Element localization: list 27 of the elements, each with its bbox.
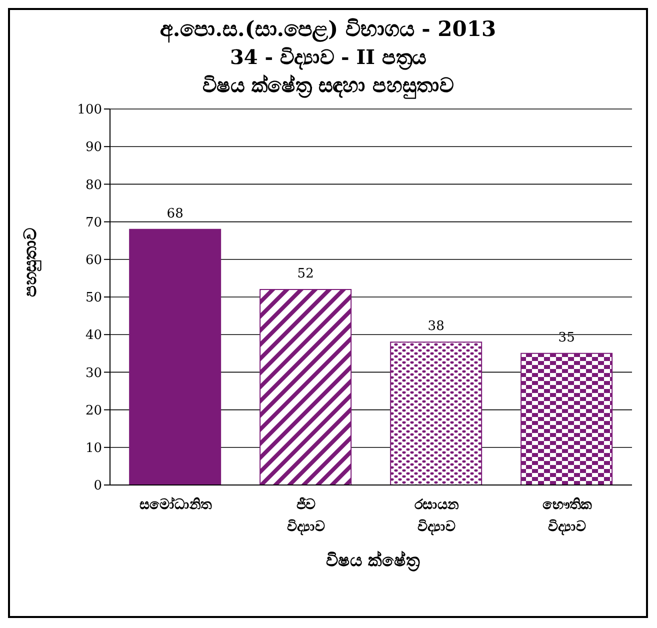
x-tick-label: සමෝධානිත (139, 496, 212, 513)
x-axis-title: විෂය ක්ෂේත්‍ර (325, 550, 421, 574)
x-tick-label: ජීව විද්‍යාව (286, 496, 325, 536)
chart-subtitle: 34 - විද්‍යාව - II පත්‍රය විෂය ක්ෂේත්‍ර සඳහා පහසුතාව (202, 45, 454, 97)
bar (129, 228, 222, 485)
bar (260, 288, 352, 485)
y-tick-label: 60 (85, 253, 102, 268)
x-tick-label: භෞතික විද්‍යාව (542, 497, 592, 536)
x-tick-label: රසායන විද්‍යාව (414, 497, 460, 536)
data-label: 38 (428, 319, 444, 334)
y-tick-label: 20 (85, 403, 102, 418)
y-tick-label: 50 (85, 290, 102, 306)
y-tick-label: 30 (85, 366, 102, 381)
data-label: 52 (297, 266, 314, 282)
y-tick-label: 0 (94, 478, 102, 494)
chart-title: අ.පො.ස.(සා.පෙළ) විභාගය - 2013 (158, 16, 498, 41)
bar (520, 352, 613, 485)
y-axis-title: පහසුතාව (21, 228, 42, 297)
y-tick-label: 100 (77, 102, 102, 118)
bar (390, 342, 482, 485)
y-tick-label: 10 (85, 441, 102, 456)
y-tick-label: 90 (85, 140, 102, 156)
y-tick-label: 70 (85, 215, 102, 230)
data-label: 35 (558, 330, 575, 346)
data-label: 68 (166, 206, 184, 222)
y-tick-label: 80 (85, 178, 102, 193)
y-tick-label: 40 (85, 328, 102, 344)
